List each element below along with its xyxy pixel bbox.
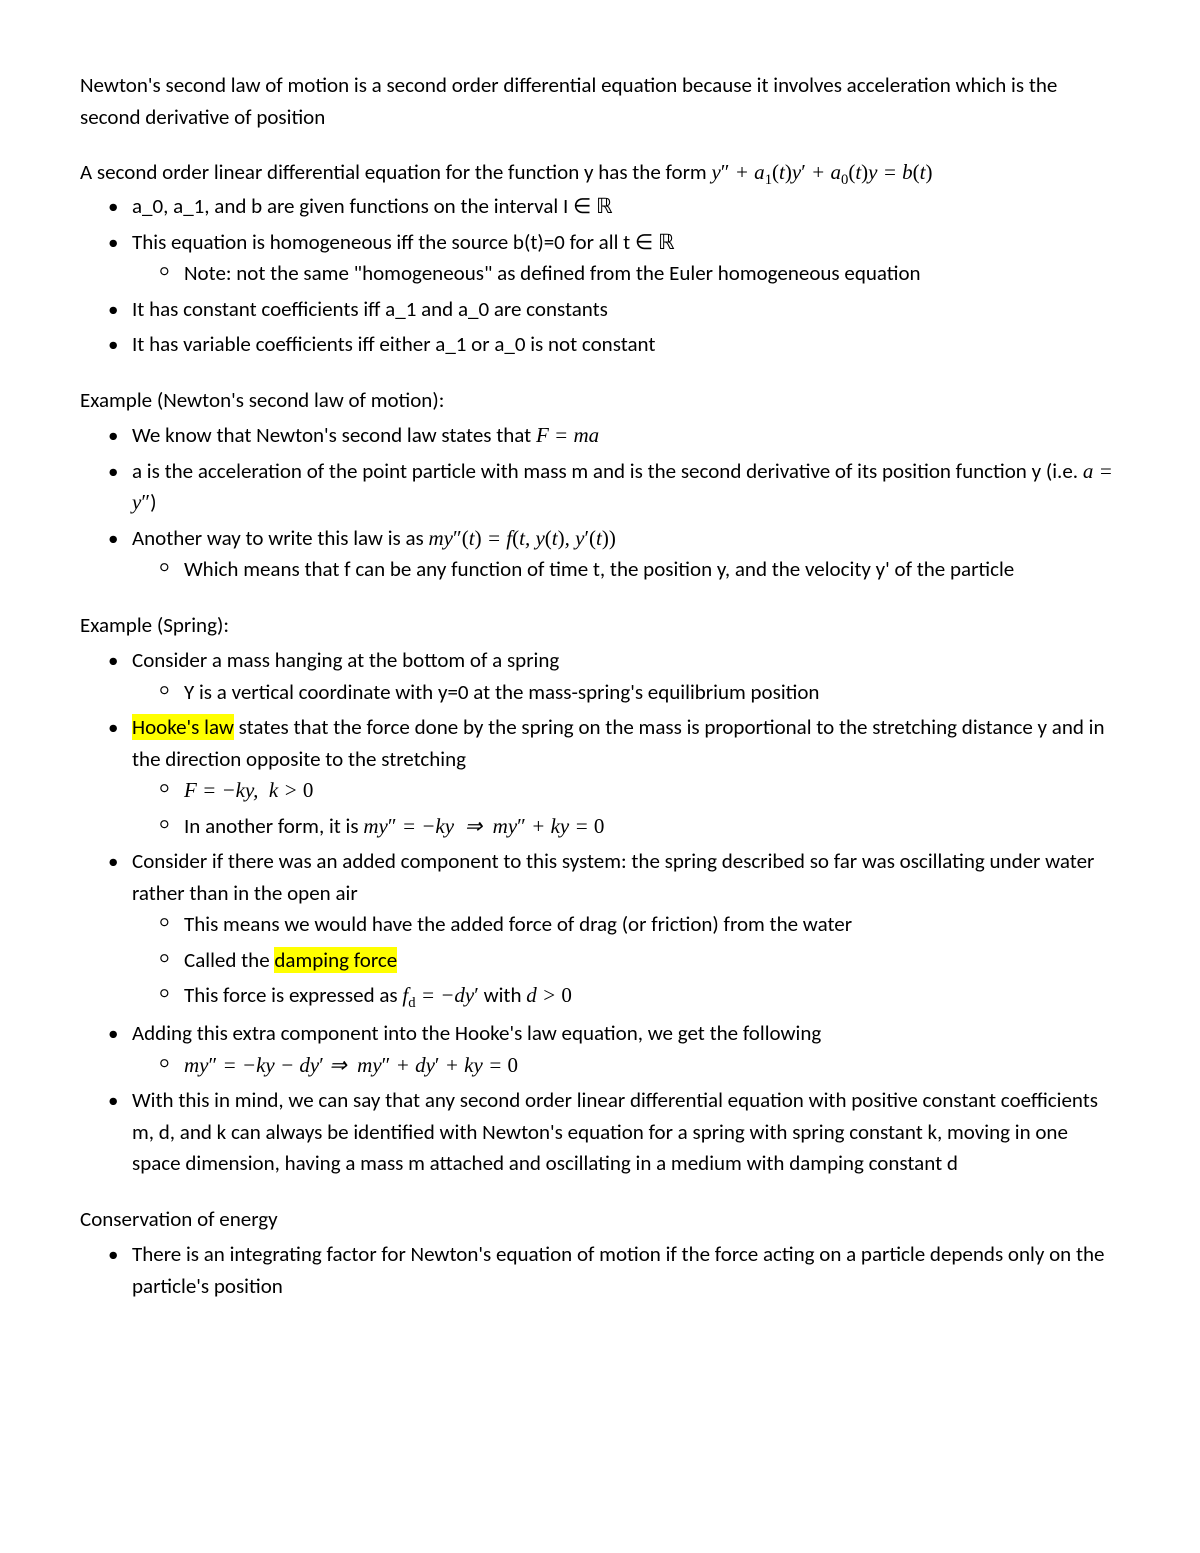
bullet-text: Called the [184, 947, 274, 973]
definition-equation: y″ + a1(t)y′ + a0(t)y = b(t) [711, 160, 932, 184]
spring-list: Consider a mass hanging at the bottom of… [80, 645, 1120, 1180]
bullet-text: Another way to write this law is as [132, 525, 429, 551]
newton-list: We know that Newton's second law states … [80, 420, 1120, 586]
equation: d > 0 [526, 983, 572, 1007]
bullet-text: We know that Newton's second law states … [132, 422, 536, 448]
conservation-block: Conservation of energy There is an integ… [80, 1204, 1120, 1303]
bullet-text: ) [150, 489, 156, 515]
list-item: Adding this extra component into the Hoo… [80, 1018, 1120, 1081]
bullet-text: a_0, a_1, and b are given functions on t… [132, 193, 596, 219]
list-item: my″ = −ky − dy′ ⇒ my″ + dy′ + ky = 0 [132, 1050, 1120, 1082]
list-item: Note: not the same "homogeneous" as defi… [132, 258, 1120, 290]
bullet-text: a is the acceleration of the point parti… [132, 458, 1083, 484]
bullet-text: states that the force done by the spring… [132, 714, 1105, 772]
example-spring-title: Example (Spring): [80, 610, 1120, 642]
list-item: Called the damping force [132, 945, 1120, 977]
conservation-list: There is an integrating factor for Newto… [80, 1239, 1120, 1302]
equation: F = ma [536, 423, 599, 447]
list-item: With this in mind, we can say that any s… [80, 1085, 1120, 1180]
list-item: Y is a vertical coordinate with y=0 at t… [132, 677, 1120, 709]
list-item: This means we would have the added force… [132, 909, 1120, 941]
hookes-law-highlight: Hooke's law [132, 714, 234, 740]
list-item: There is an integrating factor for Newto… [80, 1239, 1120, 1302]
bullet-text: Adding this extra component into the Hoo… [132, 1020, 821, 1046]
list-item: a is the acceleration of the point parti… [80, 456, 1120, 519]
list-item: F = −ky, k > 0 [132, 775, 1120, 807]
real-symbol: ℝ [658, 230, 675, 254]
list-item: Which means that f can be any function o… [132, 554, 1120, 586]
list-item: Another way to write this law is as my″(… [80, 523, 1120, 586]
definition-lead-text: A second order linear differential equat… [80, 159, 711, 185]
bullet-text: Consider a mass hanging at the bottom of… [132, 647, 559, 673]
equation: my″(t) = f(t, y(t), y′(t)) [429, 526, 616, 550]
equation: fd = −dy′ [402, 983, 478, 1007]
bullet-text: This force is expressed as [184, 982, 402, 1008]
equation: my″ = −ky ⇒ my″ + ky = 0 [363, 814, 604, 838]
bullet-text: This equation is homogeneous iff the sou… [132, 229, 658, 255]
list-item: It has variable coefficients iff either … [80, 329, 1120, 361]
definition-lead: A second order linear differential equat… [80, 157, 1120, 191]
definition-list: a_0, a_1, and b are given functions on t… [80, 191, 1120, 361]
intro-paragraph: Newton's second law of motion is a secon… [80, 70, 1120, 133]
bullet-text: with [479, 982, 526, 1008]
example-spring-block: Example (Spring): Consider a mass hangin… [80, 610, 1120, 1180]
real-symbol: ℝ [596, 194, 613, 218]
example-newton-title: Example (Newton's second law of motion): [80, 385, 1120, 417]
equation: my″ = −ky − dy′ ⇒ my″ + dy′ + ky = 0 [184, 1053, 518, 1077]
bullet-text: Consider if there was an added component… [132, 848, 1094, 906]
list-item: Consider if there was an added component… [80, 846, 1120, 1014]
damping-force-highlight: damping force [274, 947, 397, 973]
list-item: a_0, a_1, and b are given functions on t… [80, 191, 1120, 223]
equation: F = −ky, k > 0 [184, 778, 313, 802]
conservation-title: Conservation of energy [80, 1204, 1120, 1236]
bullet-text: In another form, it is [184, 813, 363, 839]
list-item: Consider a mass hanging at the bottom of… [80, 645, 1120, 708]
list-item: Hooke's law states that the force done b… [80, 712, 1120, 842]
example-newton-block: Example (Newton's second law of motion):… [80, 385, 1120, 586]
list-item: It has constant coefficients iff a_1 and… [80, 294, 1120, 326]
list-item: This equation is homogeneous iff the sou… [80, 227, 1120, 290]
list-item: This force is expressed as fd = −dy′ wit… [132, 980, 1120, 1014]
definition-block: A second order linear differential equat… [80, 157, 1120, 361]
list-item: In another form, it is my″ = −ky ⇒ my″ +… [132, 811, 1120, 843]
list-item: We know that Newton's second law states … [80, 420, 1120, 452]
